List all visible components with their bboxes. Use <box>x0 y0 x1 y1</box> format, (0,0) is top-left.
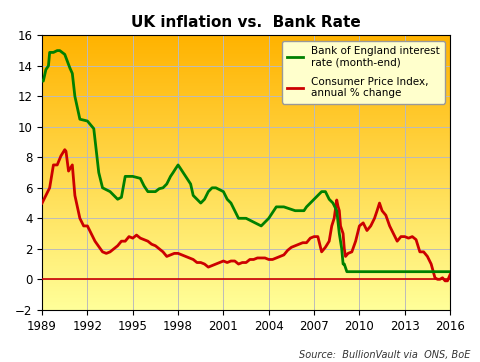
Text: Source:  BullionVault via  ONS, BoE: Source: BullionVault via ONS, BoE <box>299 350 470 360</box>
Legend: Bank of England interest
rate (month-end), Consumer Price Index,
annual % change: Bank of England interest rate (month-end… <box>282 41 445 104</box>
Title: UK inflation vs.  Bank Rate: UK inflation vs. Bank Rate <box>131 15 361 30</box>
